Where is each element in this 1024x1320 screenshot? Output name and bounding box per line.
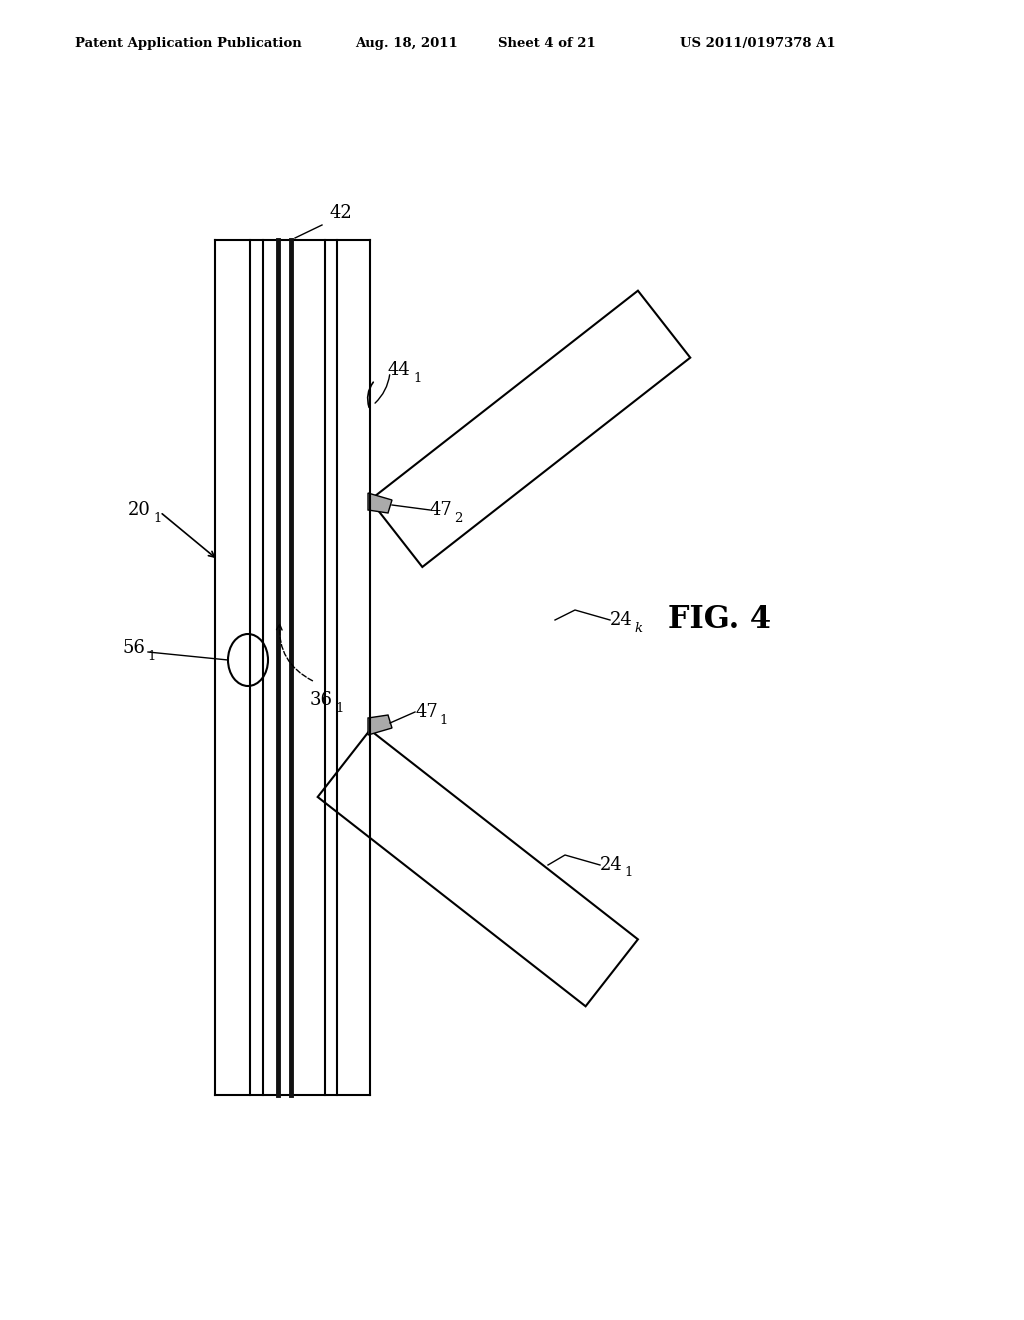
Text: 2: 2 — [454, 511, 463, 524]
Polygon shape — [368, 715, 392, 735]
Text: Sheet 4 of 21: Sheet 4 of 21 — [498, 37, 596, 50]
Text: US 2011/0197378 A1: US 2011/0197378 A1 — [680, 37, 836, 50]
Text: 1: 1 — [153, 511, 162, 524]
Text: Patent Application Publication: Patent Application Publication — [75, 37, 302, 50]
Text: FIG. 4: FIG. 4 — [668, 605, 771, 635]
Text: 47: 47 — [415, 704, 437, 721]
Text: 1: 1 — [147, 649, 156, 663]
Text: 47: 47 — [430, 502, 453, 519]
Polygon shape — [317, 730, 638, 1006]
Text: Aug. 18, 2011: Aug. 18, 2011 — [355, 37, 458, 50]
Text: 42: 42 — [330, 205, 352, 222]
Text: 1: 1 — [439, 714, 447, 726]
Text: 24: 24 — [610, 611, 633, 630]
Text: 36: 36 — [310, 690, 333, 709]
Polygon shape — [368, 492, 392, 513]
Text: 1: 1 — [413, 371, 421, 384]
Text: 44: 44 — [388, 360, 411, 379]
Polygon shape — [370, 290, 690, 568]
Text: 20: 20 — [128, 502, 151, 519]
Text: 1: 1 — [624, 866, 633, 879]
Text: 56: 56 — [122, 639, 145, 657]
Text: k: k — [634, 622, 642, 635]
Text: 1: 1 — [335, 701, 343, 714]
Text: 24: 24 — [600, 855, 623, 874]
Ellipse shape — [228, 634, 268, 686]
